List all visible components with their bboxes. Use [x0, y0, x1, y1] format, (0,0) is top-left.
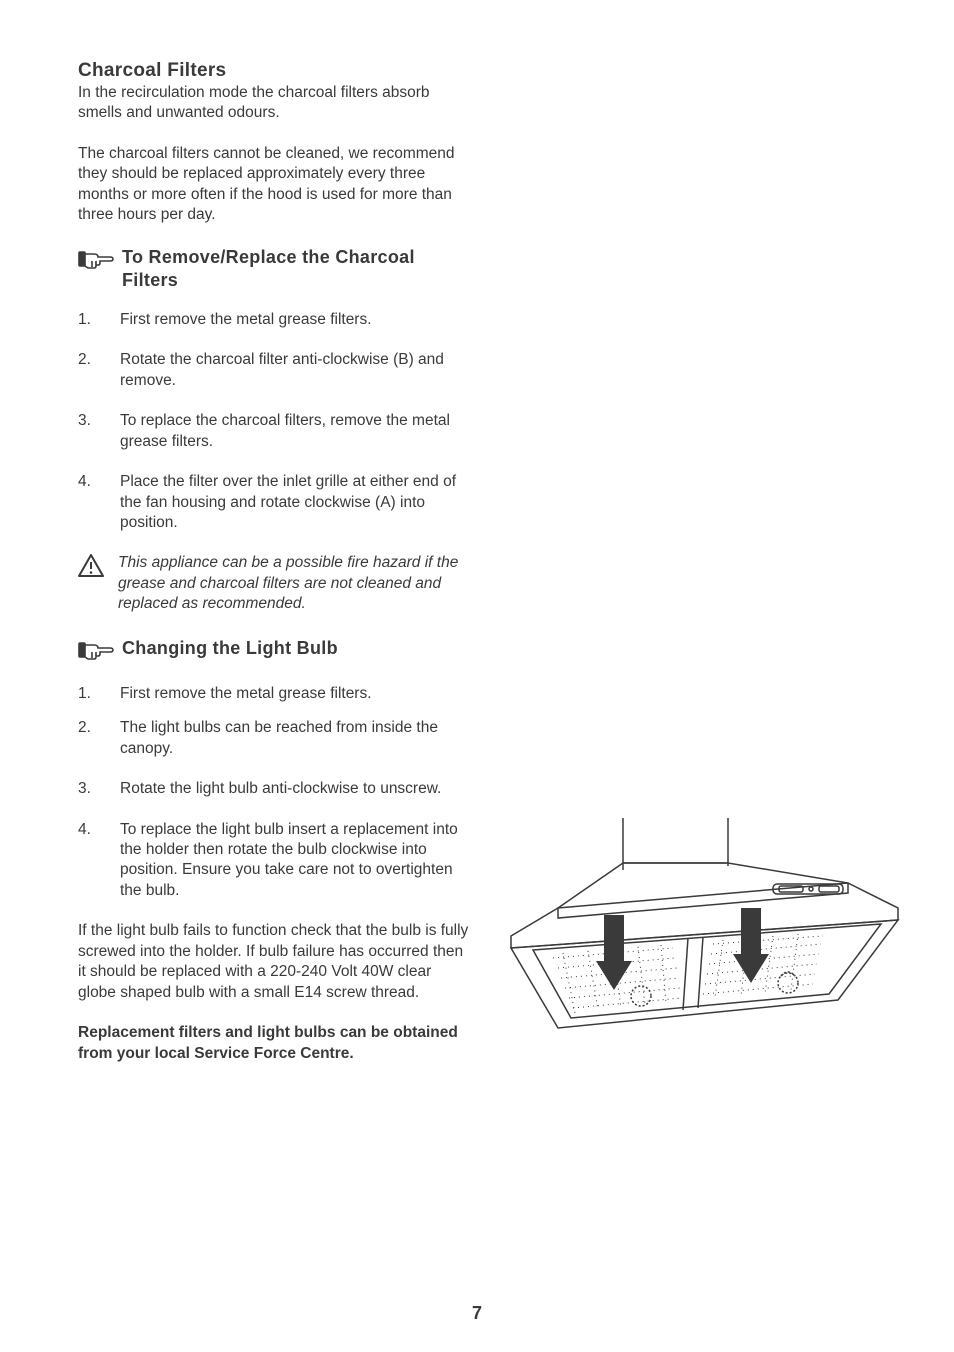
list-item: 4.Place the filter over the inlet grille… [78, 472, 473, 533]
step-text: Rotate the charcoal filter anti-clockwis… [120, 350, 473, 391]
pointing-hand-icon [78, 639, 114, 666]
hood-diagram [503, 818, 903, 1073]
list-item: 2.The light bulbs can be reached from in… [78, 718, 473, 759]
para-bulb-check: If the light bulb fails to function chec… [78, 921, 473, 1003]
bulb-steps: 1.First remove the metal grease filters.… [78, 684, 473, 902]
step-text: To replace the charcoal filters, remove … [120, 411, 473, 452]
para-replacement-note: Replacement filters and light bulbs can … [78, 1023, 473, 1064]
step-text: The light bulbs can be reached from insi… [120, 718, 473, 759]
step-text: Rotate the light bulb anti-clockwise to … [120, 779, 473, 799]
list-item: 1.First remove the metal grease filters. [78, 310, 473, 330]
para-charcoal-intro: In the recirculation mode the charcoal f… [78, 83, 473, 124]
pointing-hand-icon [78, 248, 114, 275]
list-item: 3.Rotate the light bulb anti-clockwise t… [78, 779, 473, 799]
warning-triangle-icon [78, 554, 104, 614]
list-item: 3.To replace the charcoal filters, remov… [78, 411, 473, 452]
step-text: First remove the metal grease filters. [120, 310, 473, 330]
list-item: 1.First remove the metal grease filters. [78, 684, 473, 704]
list-item: 4.To replace the light bulb insert a rep… [78, 820, 473, 902]
para-charcoal-note: The charcoal filters cannot be cleaned, … [78, 144, 473, 226]
warning-text: This appliance can be a possible fire ha… [118, 553, 473, 614]
step-text: First remove the metal grease filters. [120, 684, 473, 704]
step-text: Place the filter over the inlet grille a… [120, 472, 473, 533]
heading-charcoal-filters: Charcoal Filters [78, 60, 473, 82]
list-item: 2.Rotate the charcoal filter anti-clockw… [78, 350, 473, 391]
step-text: To replace the light bulb insert a repla… [120, 820, 473, 902]
heading-changing-bulb: Changing the Light Bulb [122, 637, 338, 660]
page-number: 7 [0, 1303, 954, 1324]
heading-remove-replace: To Remove/Replace the Charcoal Filters [122, 246, 473, 292]
remove-replace-steps: 1.First remove the metal grease filters.… [78, 310, 473, 534]
